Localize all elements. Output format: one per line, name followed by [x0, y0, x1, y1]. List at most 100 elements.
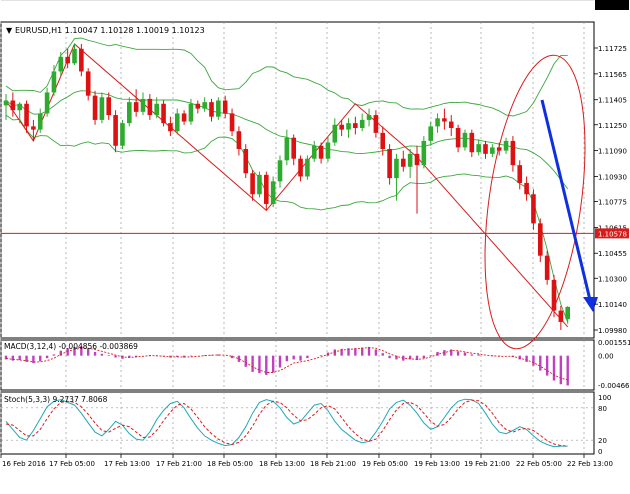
time-tick-label-0: 16 Feb 2016 [2, 460, 46, 468]
candle-body-26 [181, 113, 187, 122]
drawing-objects [1, 0, 598, 350]
macd-series [4, 346, 569, 386]
time-tick-label-10: 22 Feb 05:00 [516, 460, 562, 468]
time-tick-label-6: 18 Feb 21:00 [310, 460, 356, 468]
candle-body-10 [72, 48, 77, 64]
candle-body-60 [414, 153, 420, 166]
price-tick-label-8: 1.10455 [598, 250, 627, 258]
price-tick-label-4: 1.11090 [598, 148, 627, 156]
trend-arrow-shaft [540, 99, 592, 301]
candle-body-39 [270, 181, 276, 204]
macd-axis-label-2: -0.004667 [598, 382, 630, 390]
price-tick-label-1: 1.11565 [598, 71, 627, 79]
time-axis: 16 Feb 2016 17 Feb 05:00 17 Feb 13:00 17 Fe… [0, 454, 613, 468]
candle-body-31 [216, 100, 221, 117]
price-tick-label-10: 1.10140 [598, 301, 627, 309]
candle-body-76 [524, 182, 529, 195]
candle-body-5 [37, 113, 43, 130]
candle-body-62 [428, 126, 433, 141]
candle-body-33 [229, 113, 235, 132]
candle-body-9 [65, 56, 70, 64]
time-tick-label-3: 17 Feb 21:00 [156, 460, 202, 468]
candle-body-20 [140, 98, 146, 112]
candle-body-8 [58, 56, 64, 72]
macd-axis-label-1: 0.00 [598, 353, 614, 361]
candle-body-35 [243, 149, 249, 174]
price-axis: 1.11725 1.11565 1.11405 1.11250 1.11090 1.109… [594, 0, 630, 456]
candle-body-82 [565, 306, 570, 320]
candle-body-72 [496, 147, 502, 151]
candle-body-56 [387, 149, 392, 179]
candle-body-18 [127, 102, 132, 124]
stoch-axis-label-3: 0 [598, 448, 602, 456]
candle-body-23 [161, 103, 166, 124]
price-tick-label-3: 1.11250 [598, 122, 627, 130]
candle-body-24 [168, 123, 173, 132]
candle-body-7 [51, 71, 57, 93]
candle-body-57 [394, 158, 399, 179]
stoch-main-line [5, 398, 568, 448]
time-tick-label-2: 17 Feb 13:00 [104, 460, 150, 468]
candle-body-73 [503, 140, 509, 151]
candle-body-14 [99, 97, 105, 120]
candle-body-25 [174, 113, 180, 132]
candle-body-67 [462, 132, 468, 148]
time-tick-label-11: 22 Feb 13:00 [567, 460, 613, 468]
time-tick-label-7: 19 Feb 05:00 [362, 460, 408, 468]
candle-body-4 [31, 126, 36, 130]
candle-body-47 [325, 142, 331, 159]
candle-body-75 [517, 165, 523, 183]
time-tick-label-1: 17 Feb 05:00 [49, 460, 95, 468]
candle-body-32 [222, 100, 228, 114]
time-tick-label-9: 19 Feb 21:00 [464, 460, 510, 468]
candle-body-51 [353, 123, 358, 128]
macd-signal-line [5, 347, 568, 381]
stoch-signal-line [5, 399, 568, 447]
candle-body-19 [133, 102, 139, 112]
candle-body-36 [250, 173, 255, 195]
candle-body-59 [407, 153, 413, 167]
candle-body-46 [318, 145, 324, 159]
last-price-tag [595, 0, 629, 10]
hline-price-tag [595, 228, 629, 239]
trend-arrow-head [583, 297, 598, 312]
candle-body-3 [24, 103, 29, 127]
candle-body-40 [277, 160, 283, 182]
candle-body-78 [538, 223, 543, 256]
last-price-label: 1.10123 [598, 0, 627, 2]
candle-body-11 [79, 48, 84, 72]
price-tick-label-2: 1.11405 [598, 97, 627, 105]
candle-body-74 [510, 140, 516, 166]
candle-body-13 [92, 95, 98, 120]
price-tick-label-6: 1.10775 [598, 199, 627, 207]
candle-body-53 [366, 115, 372, 120]
highlight-ellipse [484, 54, 586, 350]
macd-panel [0, 339, 595, 391]
time-tick-label-4: 18 Feb 05:00 [207, 460, 253, 468]
price-tick-label-0: 1.11725 [598, 45, 627, 53]
candle-body-54 [373, 115, 379, 133]
candle-body-2 [17, 103, 22, 111]
symbol-header: EURUSD,H1 1.10047 1.10128 1.10019 1.1012… [15, 26, 205, 35]
candle-body-52 [359, 119, 365, 128]
candle-body-34 [236, 131, 242, 150]
candle-body-49 [339, 124, 344, 130]
stoch-header: Stoch(5,3,3) 9.2737 7.8068 [4, 395, 108, 404]
candle-body-79 [544, 255, 550, 280]
candle-body-61 [421, 140, 427, 166]
symbol-dropdown-icon[interactable]: ▼ [6, 26, 13, 35]
candle-body-21 [147, 98, 153, 116]
candle-body-37 [257, 174, 262, 195]
macd-axis-label-0: 0.001551 [598, 339, 630, 347]
candle-body-55 [380, 132, 386, 150]
stoch-axis-label-2: 20 [598, 437, 607, 445]
candle-body-81 [558, 310, 564, 322]
candle-body-50 [346, 123, 351, 130]
candle-body-44 [305, 158, 310, 177]
candle-body-0 [3, 100, 9, 106]
candle-body-68 [469, 132, 475, 153]
hline-price-label: 1.10578 [598, 230, 627, 238]
candle-body-6 [44, 92, 50, 114]
candle-body-58 [401, 158, 406, 167]
candle-body-27 [188, 103, 194, 122]
